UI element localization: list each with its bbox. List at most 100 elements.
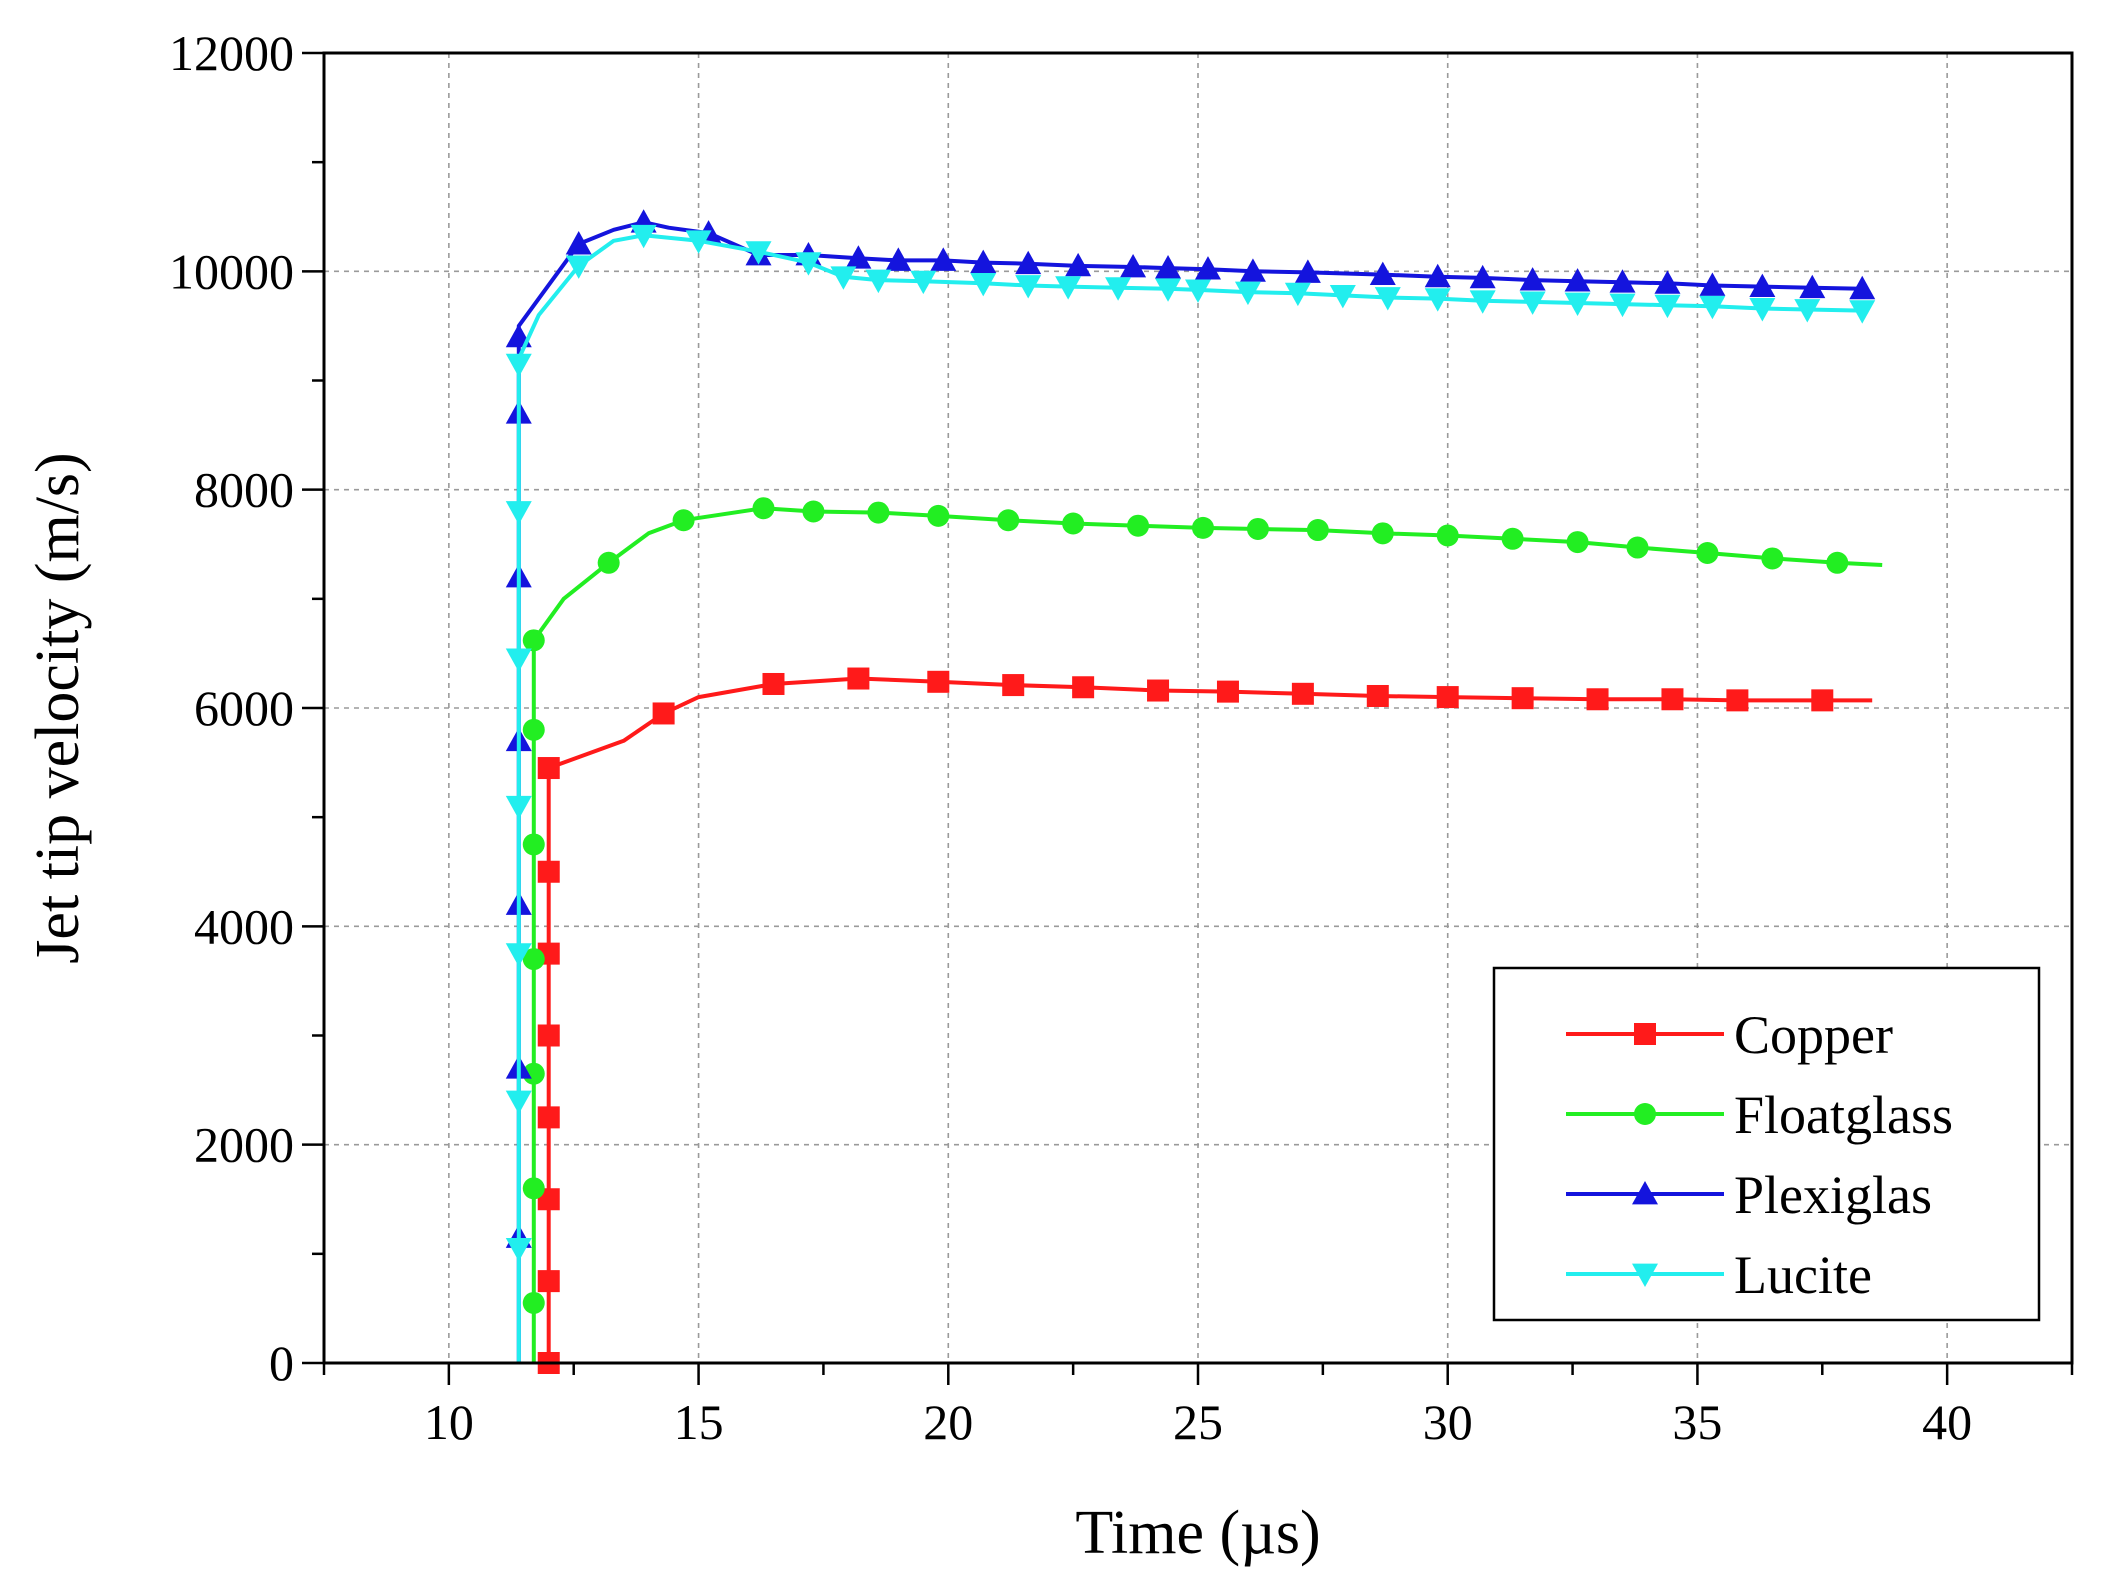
data-point-plexiglas bbox=[1015, 250, 1042, 275]
data-point-copper bbox=[537, 1106, 560, 1129]
data-point-lucite bbox=[505, 353, 532, 378]
data-point-copper bbox=[1436, 686, 1459, 709]
data-point-lucite bbox=[1424, 288, 1451, 312]
legend-item-floatglass: Floatglass bbox=[1566, 1085, 1953, 1145]
x-tick-label: 15 bbox=[674, 1394, 724, 1450]
data-point-lucite bbox=[1519, 291, 1546, 315]
data-point-lucite bbox=[1155, 278, 1182, 302]
data-point-plexiglas bbox=[1749, 273, 1776, 298]
legend-label: Floatglass bbox=[1734, 1085, 1953, 1145]
data-point-lucite bbox=[1234, 281, 1261, 306]
data-point-lucite bbox=[1699, 295, 1726, 320]
data-point-lucite bbox=[505, 795, 532, 820]
x-axis-label: Time (µs) bbox=[1075, 1499, 1320, 1567]
legend-label: Plexiglas bbox=[1734, 1165, 1932, 1225]
y-tick-label: 12000 bbox=[169, 25, 294, 81]
data-point-lucite bbox=[505, 1090, 532, 1114]
legend-swatch-marker bbox=[1634, 1103, 1656, 1125]
x-tick-label: 25 bbox=[1173, 1394, 1223, 1450]
legend: Copper Floatglass Plexiglas Lucite bbox=[1492, 966, 2041, 1322]
data-point-floatglass bbox=[522, 833, 545, 856]
data-point-floatglass bbox=[867, 501, 890, 524]
data-point-floatglass bbox=[997, 509, 1020, 532]
data-point-lucite bbox=[505, 648, 532, 672]
data-point-plexiglas bbox=[845, 245, 872, 269]
data-point-plexiglas bbox=[1424, 263, 1451, 288]
x-tick-label: 20 bbox=[923, 1394, 973, 1450]
data-point-plexiglas bbox=[1799, 274, 1826, 299]
data-point-lucite bbox=[910, 270, 937, 295]
data-point-lucite bbox=[1609, 293, 1636, 318]
data-point-copper bbox=[1511, 687, 1534, 710]
data-point-plexiglas bbox=[1194, 256, 1221, 280]
data-point-floatglass bbox=[1761, 547, 1784, 570]
data-point-lucite bbox=[1329, 284, 1356, 309]
tick-labels: 10 15 20 25 30 35 40 0 2000 4000 6000 8000 10000 1200… bbox=[169, 25, 1972, 1450]
y-tick-label: 4000 bbox=[194, 898, 294, 954]
data-point-lucite bbox=[505, 943, 532, 967]
data-point-plexiglas bbox=[1239, 258, 1266, 282]
legend-swatch-marker bbox=[1632, 1181, 1658, 1205]
data-point-plexiglas bbox=[1294, 259, 1321, 283]
data-point-plexiglas bbox=[1065, 252, 1092, 277]
data-point-copper bbox=[1586, 688, 1609, 711]
data-point-floatglass bbox=[1306, 519, 1329, 542]
data-point-copper bbox=[1291, 682, 1314, 705]
data-point-copper bbox=[537, 860, 560, 883]
data-point-lucite bbox=[685, 230, 712, 254]
y-axis-label: Jet tip velocity (m/s) bbox=[24, 452, 92, 963]
data-point-plexiglas bbox=[565, 231, 592, 255]
data-point-plexiglas bbox=[1699, 272, 1726, 296]
data-point-lucite bbox=[1015, 275, 1042, 299]
data-point-plexiglas bbox=[885, 247, 912, 271]
data-point-floatglass bbox=[1501, 527, 1524, 550]
data-point-copper bbox=[1726, 689, 1749, 712]
data-point-copper bbox=[762, 672, 785, 695]
y-tick-label: 2000 bbox=[194, 1117, 294, 1173]
data-point-copper bbox=[927, 670, 950, 693]
data-point-copper bbox=[1366, 684, 1389, 707]
data-point-copper bbox=[1002, 674, 1025, 697]
data-point-floatglass bbox=[1246, 517, 1269, 540]
data-point-lucite bbox=[1469, 290, 1496, 314]
legend-box bbox=[1492, 966, 2041, 1322]
data-point-plexiglas bbox=[1469, 264, 1496, 289]
data-point-floatglass bbox=[522, 629, 545, 652]
data-point-floatglass bbox=[597, 551, 620, 574]
data-point-lucite bbox=[1284, 282, 1311, 307]
data-point-lucite bbox=[1794, 299, 1821, 323]
y-tick-label: 6000 bbox=[194, 680, 294, 736]
data-point-floatglass bbox=[1436, 524, 1459, 547]
legend-item-copper: Copper bbox=[1566, 1005, 1893, 1065]
data-point-plexiglas bbox=[930, 247, 957, 271]
data-point-copper bbox=[1216, 680, 1239, 703]
data-point-lucite bbox=[1749, 298, 1776, 322]
data-point-floatglass bbox=[1826, 551, 1849, 574]
data-point-floatglass bbox=[1062, 512, 1085, 535]
data-point-copper bbox=[537, 1024, 560, 1047]
data-point-lucite bbox=[1185, 279, 1211, 303]
data-point-plexiglas bbox=[1155, 255, 1182, 279]
series-lucite bbox=[505, 224, 1876, 1363]
data-point-lucite bbox=[970, 272, 997, 297]
legend-item-plexiglas: Plexiglas bbox=[1566, 1165, 1932, 1225]
data-point-floatglass bbox=[1566, 531, 1589, 554]
data-point-plexiglas bbox=[1369, 261, 1396, 286]
data-point-floatglass bbox=[1696, 541, 1719, 564]
series-floatglass bbox=[522, 497, 1883, 1363]
data-point-plexiglas bbox=[970, 249, 997, 273]
data-point-floatglass bbox=[927, 504, 950, 527]
data-point-lucite bbox=[1564, 292, 1591, 316]
legend-item-lucite: Lucite bbox=[1566, 1245, 1872, 1305]
data-point-lucite bbox=[865, 269, 892, 294]
data-point-floatglass bbox=[522, 1062, 545, 1085]
data-point-floatglass bbox=[522, 1291, 545, 1314]
series-layer bbox=[505, 209, 1883, 1374]
data-point-floatglass bbox=[522, 1177, 545, 1200]
data-point-lucite bbox=[795, 252, 822, 276]
legend-label: Copper bbox=[1734, 1005, 1893, 1065]
legend-label: Lucite bbox=[1734, 1245, 1872, 1305]
x-tick-label: 40 bbox=[1922, 1394, 1972, 1450]
data-point-copper bbox=[652, 702, 675, 725]
